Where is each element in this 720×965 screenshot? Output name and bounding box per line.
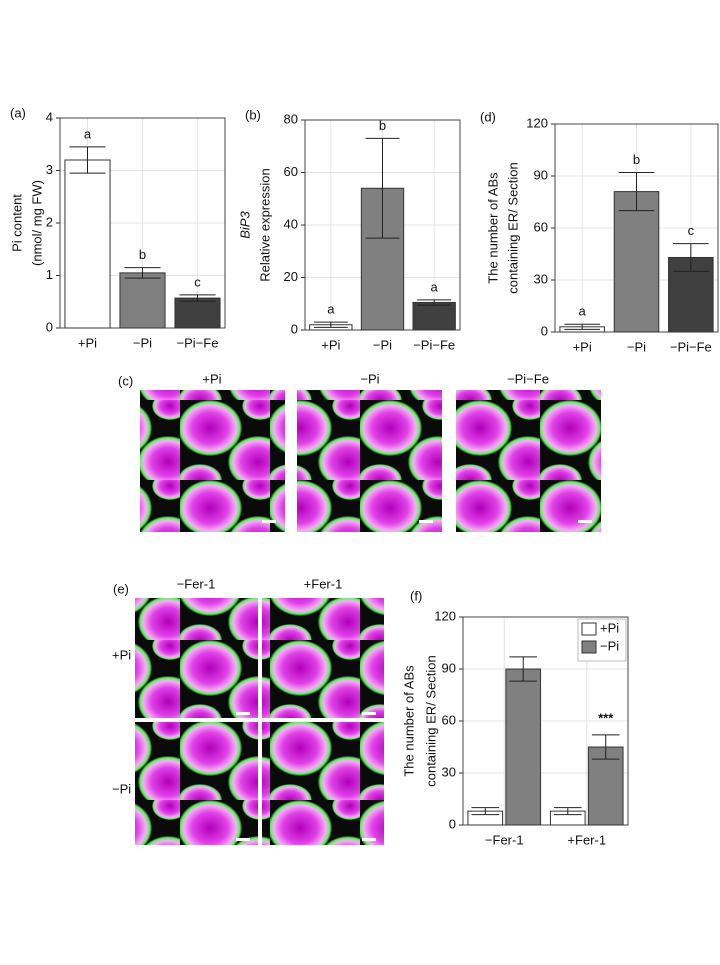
column-label: −Pi−Fe (507, 371, 549, 386)
x-tick-label: +Fer-1 (567, 832, 606, 847)
error-bar (553, 807, 582, 816)
error-bar (417, 299, 452, 306)
x-tick-label: −Pi−Fe (670, 339, 712, 354)
error-bar (591, 734, 620, 760)
y-tick-label: 90 (534, 167, 548, 182)
y-tick-label: 60 (534, 219, 548, 234)
y-tick-label: 4 (46, 109, 53, 124)
significance-letter: b (139, 247, 146, 262)
panel-label: (c) (118, 373, 133, 388)
error-bar (124, 267, 161, 279)
y-axis-label: Relative expression (257, 168, 272, 281)
micrograph (297, 390, 442, 532)
error-bar (673, 243, 709, 272)
significance-letter: c (194, 274, 201, 289)
y-tick-label: 30 (534, 271, 548, 286)
panel-label: (f) (410, 588, 422, 603)
error-bar (618, 172, 655, 212)
y-tick-label: 2 (46, 214, 53, 229)
x-tick-label: −Pi (627, 339, 646, 354)
y-tick-label: 0 (46, 319, 53, 334)
significance-letter: c (688, 223, 695, 238)
significance-letter: a (84, 126, 92, 141)
significance-letter: b (633, 152, 640, 167)
legend-swatch (581, 622, 597, 636)
significance-letter: a (327, 302, 335, 317)
bar (613, 191, 660, 333)
y-tick-label: 90 (442, 660, 456, 675)
micrograph (135, 722, 258, 845)
error-bar (313, 321, 348, 328)
y-tick-label: 120 (434, 608, 456, 623)
panel-label: (a) (10, 105, 26, 120)
column-label: −Fer-1 (177, 576, 216, 591)
significance-letter: a (579, 304, 587, 319)
row-label: +Pi (112, 647, 131, 662)
y-tick-label: 30 (442, 764, 456, 779)
column-label: +Pi (202, 371, 221, 386)
x-tick-label: −Pi−Fe (413, 337, 455, 352)
x-tick-label: −Pi (373, 337, 392, 352)
bar (174, 297, 221, 329)
error-bar (69, 146, 106, 174)
y-axis-label: The number of ABs (401, 665, 416, 777)
column-label: −Pi (360, 371, 379, 386)
bar (505, 668, 542, 826)
error-bar (564, 323, 600, 330)
error-bar (365, 137, 400, 239)
column-label: +Fer-1 (304, 576, 343, 591)
micrograph (262, 598, 384, 718)
y-axis-label: containing ER/ Section (423, 655, 438, 787)
micrograph (135, 598, 258, 718)
y-tick-label: 80 (284, 111, 298, 126)
x-tick-label: +Pi (573, 339, 592, 354)
bar (587, 746, 624, 826)
x-tick-label: +Pi (321, 337, 340, 352)
y-axis-label: The number of ABs (485, 172, 500, 284)
plot-frame (462, 616, 629, 826)
y-tick-label: 20 (284, 269, 298, 284)
y-tick-label: 0 (541, 323, 548, 338)
error-bar (509, 656, 538, 682)
y-tick-label: 60 (284, 164, 298, 179)
x-tick-label: −Fer-1 (485, 832, 524, 847)
panel-label: (e) (113, 581, 129, 596)
y-tick-label: 60 (442, 712, 456, 727)
y-tick-label: 40 (284, 216, 298, 231)
y-tick-label: 3 (46, 162, 53, 177)
row-label: −Pi (112, 781, 131, 796)
micrograph (456, 390, 601, 532)
y-tick-label: 120 (526, 115, 548, 130)
annotation: *** (598, 710, 614, 725)
y-tick-label: 0 (449, 816, 456, 831)
y-tick-label: 1 (46, 267, 53, 282)
legend-label: −Pi (600, 638, 619, 653)
legend-label: +Pi (600, 620, 619, 635)
x-tick-label: +Pi (78, 335, 97, 350)
x-tick-label: −Pi−Fe (177, 335, 219, 350)
error-bar (471, 807, 500, 816)
scale-bars (236, 520, 592, 841)
panel-label: (d) (480, 109, 496, 124)
y-axis-label: (nmol/ mg FW) (29, 180, 44, 266)
micrograph (140, 390, 285, 532)
legend-swatch (581, 640, 597, 654)
significance-letter: b (379, 118, 386, 133)
panel-label: (b) (245, 107, 261, 122)
micrograph (262, 722, 384, 845)
bar (119, 272, 166, 329)
bar (64, 159, 111, 329)
bar (412, 301, 456, 331)
significance-letter: a (431, 279, 439, 294)
y-axis-label: BiP3 (237, 211, 252, 239)
x-tick-label: −Pi (133, 335, 152, 350)
y-axis-label: containing ER/ Section (505, 162, 520, 294)
y-axis-label: Pi content (9, 194, 24, 252)
micrographs (135, 390, 601, 845)
y-tick-label: 0 (291, 321, 298, 336)
error-bar (179, 294, 216, 302)
